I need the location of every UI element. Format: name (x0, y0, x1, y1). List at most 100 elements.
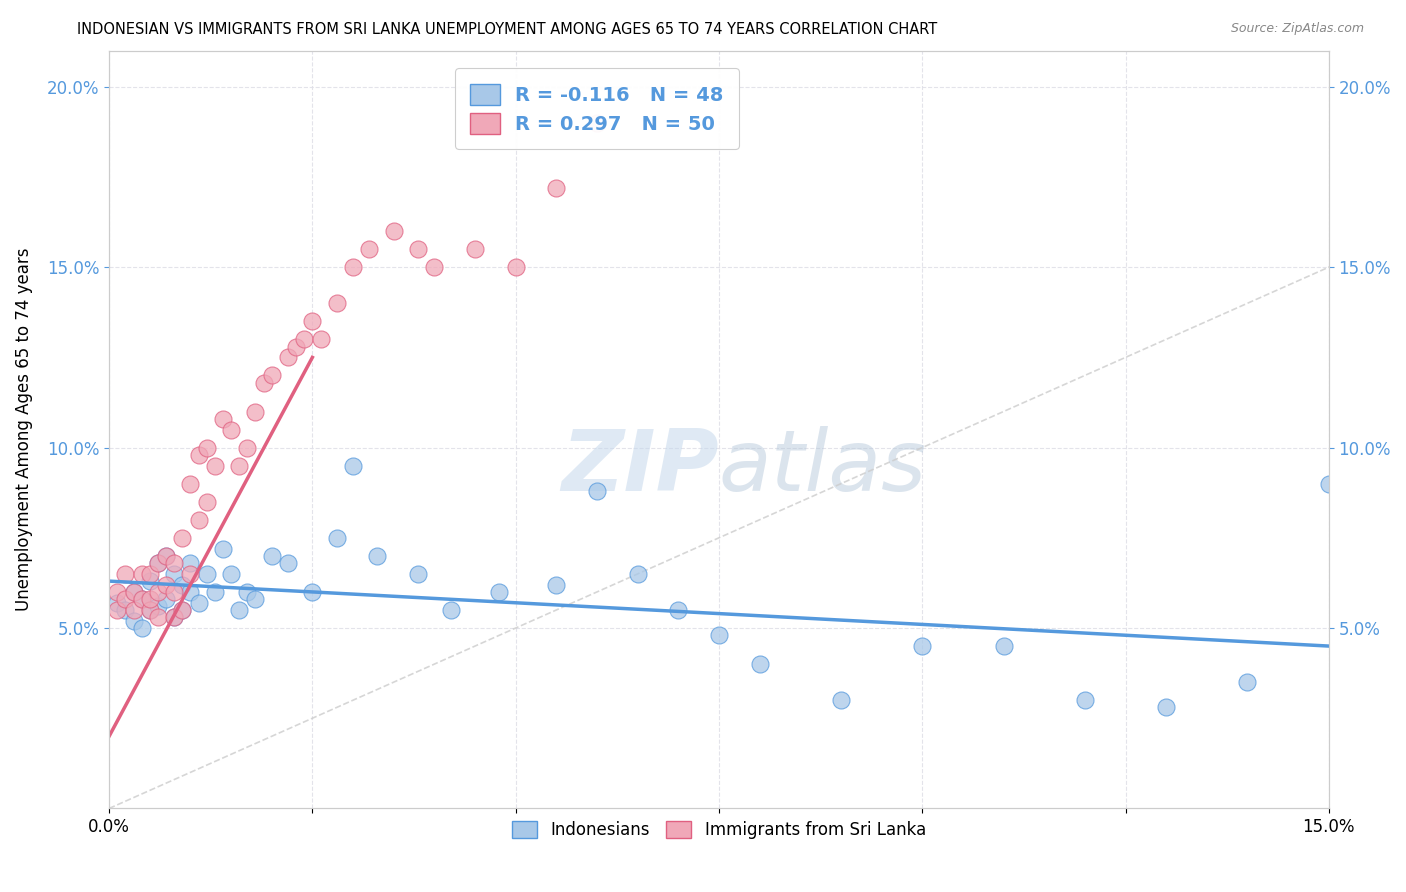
Point (228, 603, 250, 617)
Point (301, 585, 323, 599)
Point (423, 260, 446, 275)
Point (195, 494, 218, 508)
Point (1317, 476, 1340, 491)
Point (236, 441, 259, 455)
Point (146, 585, 169, 599)
Point (219, 566, 242, 581)
Point (260, 549, 283, 563)
Point (163, 610, 186, 624)
Point (406, 566, 429, 581)
Point (326, 531, 349, 545)
Point (1154, 700, 1177, 714)
Point (1074, 693, 1097, 707)
Point (464, 242, 486, 256)
Point (179, 566, 201, 581)
Point (105, 603, 128, 617)
Point (146, 610, 169, 624)
Point (228, 458, 250, 473)
Point (1236, 675, 1258, 690)
Point (830, 693, 852, 707)
Point (277, 556, 299, 570)
Point (245, 404, 267, 418)
Text: INDONESIAN VS IMMIGRANTS FROM SRI LANKA UNEMPLOYMENT AMONG AGES 65 TO 74 YEARS C: INDONESIAN VS IMMIGRANTS FROM SRI LANKA … (77, 22, 938, 37)
Text: atlas: atlas (718, 426, 927, 509)
Point (114, 566, 136, 581)
Point (586, 483, 609, 498)
Point (155, 549, 177, 563)
Point (748, 657, 770, 672)
Point (252, 376, 274, 390)
Point (114, 603, 136, 617)
Point (212, 541, 235, 556)
Point (172, 578, 194, 592)
Point (139, 592, 162, 607)
Point (139, 566, 162, 581)
Point (195, 441, 218, 455)
Point (179, 556, 201, 570)
Point (236, 585, 259, 599)
Point (707, 628, 730, 642)
Point (285, 340, 308, 354)
Point (122, 614, 145, 628)
Point (212, 411, 235, 425)
Point (505, 260, 527, 275)
Point (187, 448, 209, 462)
Point (179, 476, 201, 491)
Point (546, 181, 568, 195)
Point (122, 585, 145, 599)
Point (301, 314, 323, 328)
Point (292, 332, 315, 346)
Point (163, 585, 186, 599)
Point (105, 585, 128, 599)
Point (131, 592, 153, 607)
Point (546, 578, 568, 592)
Point (163, 610, 186, 624)
Point (277, 351, 299, 365)
Point (163, 566, 186, 581)
Point (187, 513, 209, 527)
Point (163, 556, 186, 570)
Point (146, 599, 169, 614)
Point (139, 603, 162, 617)
Point (382, 224, 405, 238)
Point (146, 556, 169, 570)
Y-axis label: Unemployment Among Ages 65 to 74 years: Unemployment Among Ages 65 to 74 years (15, 248, 32, 611)
Point (260, 368, 283, 383)
Text: ZIP: ZIP (561, 426, 718, 509)
Legend: Indonesians, Immigrants from Sri Lanka: Indonesians, Immigrants from Sri Lanka (505, 814, 932, 846)
Point (114, 592, 136, 607)
Point (204, 458, 226, 473)
Point (172, 603, 194, 617)
Point (179, 585, 201, 599)
Point (131, 566, 153, 581)
Point (172, 603, 194, 617)
Point (155, 592, 177, 607)
Point (146, 556, 169, 570)
Point (139, 574, 162, 588)
Point (586, 116, 609, 130)
Point (122, 585, 145, 599)
Point (219, 423, 242, 437)
Point (245, 592, 267, 607)
Point (342, 260, 364, 275)
Point (439, 603, 461, 617)
Point (105, 596, 128, 610)
Point (627, 566, 650, 581)
Point (406, 242, 429, 256)
Point (309, 332, 332, 346)
Point (326, 296, 349, 310)
Point (155, 578, 177, 592)
Point (993, 639, 1015, 653)
Point (172, 531, 194, 545)
Point (911, 639, 934, 653)
Point (366, 549, 388, 563)
Point (666, 603, 689, 617)
Point (131, 621, 153, 635)
Point (139, 603, 162, 617)
Point (131, 592, 153, 607)
Point (122, 603, 145, 617)
Point (195, 566, 218, 581)
Point (359, 242, 381, 256)
Point (342, 458, 364, 473)
Text: Source: ZipAtlas.com: Source: ZipAtlas.com (1230, 22, 1364, 36)
